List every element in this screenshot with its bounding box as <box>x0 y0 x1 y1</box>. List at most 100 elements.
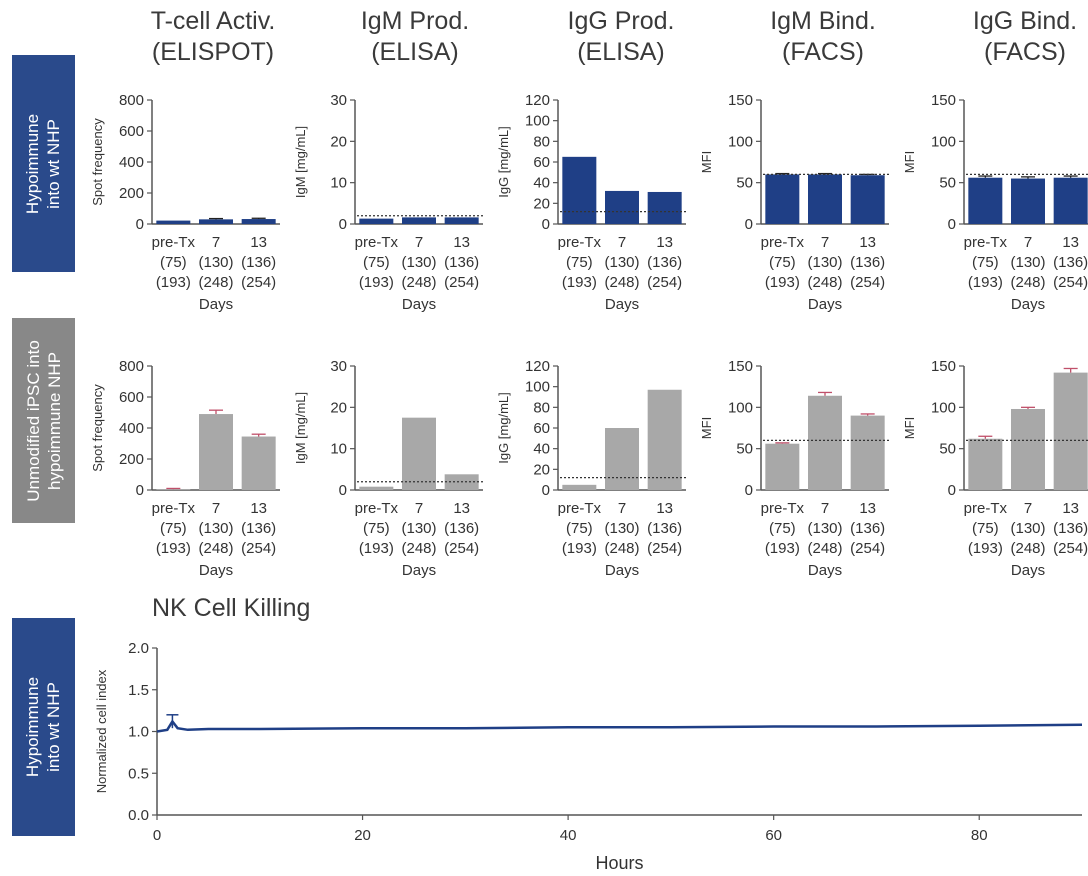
x-tick-label: pre-Tx <box>152 234 196 251</box>
x-tick-label: (248) <box>198 274 233 291</box>
x-axis-label: Days <box>808 296 842 313</box>
y-tick-label: 0 <box>542 216 550 233</box>
x-tick-label: (254) <box>850 274 885 291</box>
x-tick-label: (136) <box>1053 520 1088 537</box>
bar <box>241 219 276 224</box>
x-tick-label: pre-Tx <box>558 234 602 251</box>
nk-x-axis-label: Hours <box>595 853 643 873</box>
x-tick-label: 13 <box>250 500 267 517</box>
x-tick-label: (130) <box>1010 520 1045 537</box>
nk-x-tick-label: 80 <box>971 827 988 844</box>
bar <box>765 443 800 490</box>
y-axis-label: IgG [mg/mL] <box>496 392 511 464</box>
x-tick-label: (248) <box>807 274 842 291</box>
row-label-nk-hypoimmune: Hypoimmune into wt NHP <box>12 618 75 836</box>
x-tick-label: (193) <box>765 540 800 557</box>
y-tick-label: 50 <box>939 441 956 458</box>
y-tick-label: 200 <box>119 185 144 202</box>
nk-y-tick-label: 0.0 <box>128 807 149 824</box>
x-tick-label: (130) <box>807 254 842 271</box>
bar <box>647 191 682 224</box>
x-tick-label: (254) <box>1053 274 1088 291</box>
y-tick-label: 30 <box>330 92 347 109</box>
x-tick-label: (254) <box>241 540 276 557</box>
y-tick-label: 40 <box>533 175 550 192</box>
bar <box>808 395 842 490</box>
x-tick-label: (248) <box>807 540 842 557</box>
y-tick-label: 100 <box>931 399 956 416</box>
x-tick-label: (136) <box>647 520 682 537</box>
bar <box>1011 408 1045 490</box>
x-tick-label: (136) <box>1053 254 1088 271</box>
x-tick-label: (75) <box>769 520 796 537</box>
nk-y-tick-label: 1.0 <box>128 724 149 741</box>
y-tick-label: 120 <box>525 358 550 375</box>
y-axis-label: Spot frequency <box>90 118 105 206</box>
y-axis-label: Spot frequency <box>90 384 105 472</box>
bar <box>156 489 191 490</box>
nk-series-line <box>156 719 1083 733</box>
x-tick-label: 7 <box>415 500 423 517</box>
x-tick-label: pre-Tx <box>964 500 1008 517</box>
y-tick-label: 100 <box>525 379 550 396</box>
x-tick-label: pre-Tx <box>761 234 805 251</box>
y-tick-label: 0 <box>339 216 347 233</box>
x-tick-label: (193) <box>562 274 597 291</box>
column-title: IgG Prod. (ELISA) <box>567 7 675 66</box>
y-axis-label: MFI <box>699 417 714 439</box>
x-tick-label: 13 <box>859 500 876 517</box>
y-tick-label: 0 <box>745 482 753 499</box>
x-axis-label: Days <box>402 296 436 313</box>
x-tick-label: (136) <box>444 254 479 271</box>
x-tick-label: (130) <box>604 254 639 271</box>
bar <box>968 177 1003 224</box>
x-tick-label: (75) <box>160 520 187 537</box>
y-tick-label: 50 <box>939 175 956 192</box>
y-tick-label: 200 <box>119 451 144 468</box>
y-tick-label: 100 <box>931 133 956 150</box>
nk-y-tick-label: 1.5 <box>128 682 149 699</box>
y-tick-label: 0 <box>136 216 144 233</box>
nk-x-tick-label: 60 <box>765 827 782 844</box>
x-tick-label: (254) <box>1053 540 1088 557</box>
column-title: IgM Prod. (ELISA) <box>360 7 470 66</box>
x-tick-label: (248) <box>604 540 639 557</box>
x-tick-label: 13 <box>453 234 470 251</box>
y-tick-label: 50 <box>736 441 753 458</box>
y-tick-label: 10 <box>330 441 347 458</box>
y-tick-label: 800 <box>119 92 144 109</box>
y-tick-label: 150 <box>728 358 753 375</box>
x-tick-label: (193) <box>359 540 394 557</box>
x-tick-label: (130) <box>198 254 233 271</box>
bar <box>1053 372 1088 490</box>
y-tick-label: 30 <box>330 358 347 375</box>
x-tick-label: (248) <box>401 540 436 557</box>
y-tick-label: 80 <box>533 133 550 150</box>
x-tick-label: (130) <box>198 520 233 537</box>
x-tick-label: (193) <box>156 274 191 291</box>
y-tick-label: 150 <box>728 92 753 109</box>
y-tick-label: 0 <box>136 482 144 499</box>
bar <box>605 190 639 224</box>
bar <box>402 417 436 490</box>
y-tick-label: 60 <box>533 154 550 171</box>
x-tick-label: (130) <box>1010 254 1045 271</box>
bar <box>850 175 885 224</box>
bar <box>562 156 597 224</box>
x-axis-label: Days <box>605 296 639 313</box>
nk-x-tick-label: 20 <box>354 827 371 844</box>
x-tick-label: (130) <box>604 520 639 537</box>
x-tick-label: 13 <box>1062 500 1079 517</box>
x-tick-label: pre-Tx <box>355 500 399 517</box>
y-tick-label: 100 <box>525 113 550 130</box>
x-tick-label: (136) <box>850 254 885 271</box>
x-tick-label: pre-Tx <box>152 500 196 517</box>
x-tick-label: (193) <box>562 540 597 557</box>
x-tick-label: (254) <box>444 540 479 557</box>
y-tick-label: 60 <box>533 420 550 437</box>
x-tick-label: 13 <box>453 500 470 517</box>
x-tick-label: (254) <box>241 274 276 291</box>
bar <box>850 415 885 490</box>
